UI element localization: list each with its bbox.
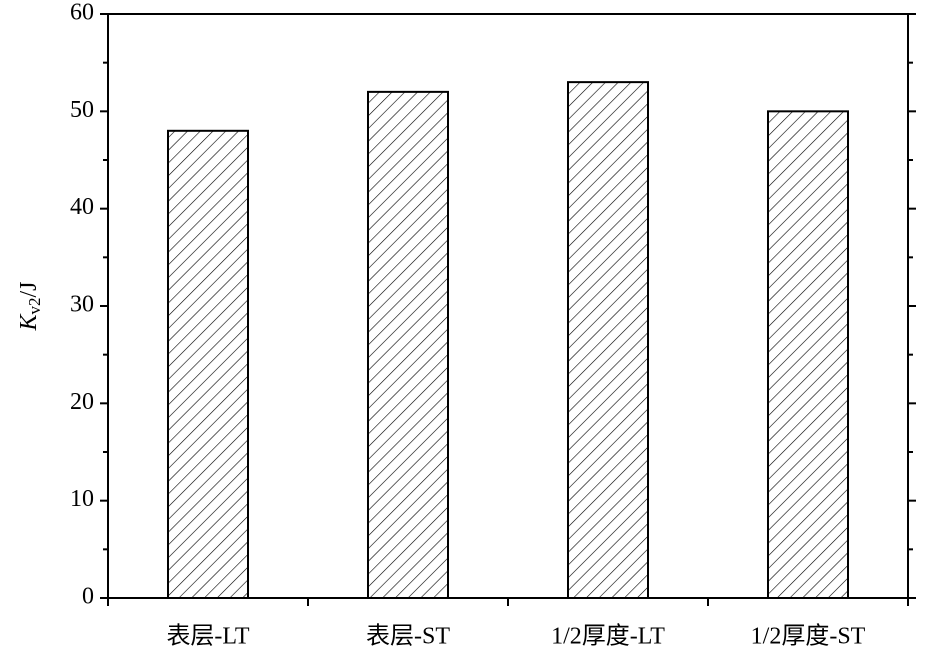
y-label-unit: /J xyxy=(16,281,42,297)
y-tick-label: 50 xyxy=(70,97,94,123)
y-tick-label: 40 xyxy=(70,194,94,220)
x-tick-label: 1/2厚度-LT xyxy=(551,623,665,650)
y-tick-label: 60 xyxy=(70,0,94,26)
bar xyxy=(367,90,449,599)
bar xyxy=(167,129,249,600)
y-axis-label: Kv2/J xyxy=(16,281,44,331)
bar xyxy=(567,81,649,599)
y-tick-label: 10 xyxy=(70,486,94,512)
y-tick-label: 30 xyxy=(70,292,94,318)
bar xyxy=(767,110,849,599)
y-label-sub: v2 xyxy=(25,298,44,315)
y-label-main: K xyxy=(16,313,42,332)
x-tick-label: 表层-ST xyxy=(366,623,450,650)
y-tick-label: 0 xyxy=(82,584,94,610)
y-tick-label: 20 xyxy=(70,389,94,415)
x-tick-label: 表层-LT xyxy=(166,623,249,650)
x-tick-label: 1/2厚度-ST xyxy=(751,623,866,650)
